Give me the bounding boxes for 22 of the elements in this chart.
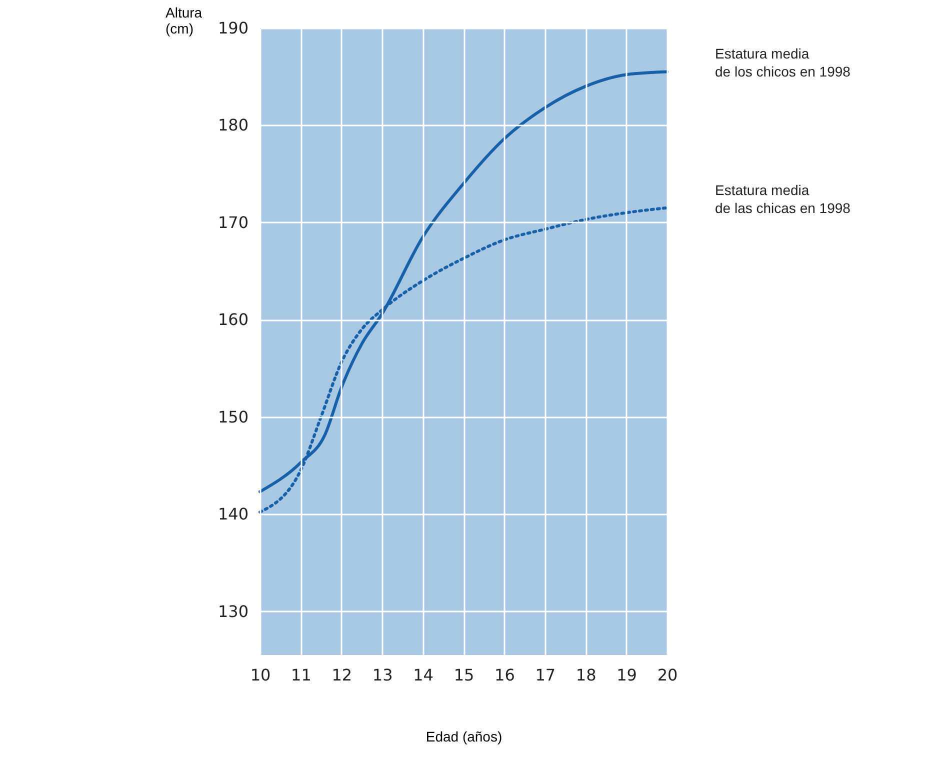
- x-tick-label: 14: [413, 666, 434, 684]
- x-tick-label: 12: [332, 666, 352, 684]
- y-tick-label: 140: [218, 504, 248, 524]
- x-tick-label: 16: [494, 666, 515, 684]
- x-axis-title: Edad (años): [426, 728, 502, 744]
- y-axis-title: Altura (cm): [166, 4, 202, 36]
- x-tick-label: 18: [576, 666, 596, 684]
- y-tick-label: 150: [218, 407, 248, 426]
- y-tick-label: 160: [218, 310, 248, 330]
- x-tick-label: 11: [291, 666, 312, 684]
- y-tick-label: 190: [218, 18, 248, 38]
- y-tick-label: 180: [218, 116, 248, 135]
- text: Estatura media de las chicas en 1998: [715, 182, 851, 216]
- y-tick-label: 130: [218, 602, 248, 621]
- x-tick-label: 10: [250, 666, 271, 684]
- x-tick-label: 19: [616, 666, 637, 684]
- y-tick-label: 170: [218, 212, 248, 232]
- x-tick-label: 15: [454, 666, 474, 684]
- x-tick-label: 13: [372, 666, 393, 684]
- text: Estatura media de los chicos en 1998: [715, 46, 851, 80]
- x-tick-label: 17: [535, 666, 556, 684]
- x-tick-label: 20: [657, 666, 678, 684]
